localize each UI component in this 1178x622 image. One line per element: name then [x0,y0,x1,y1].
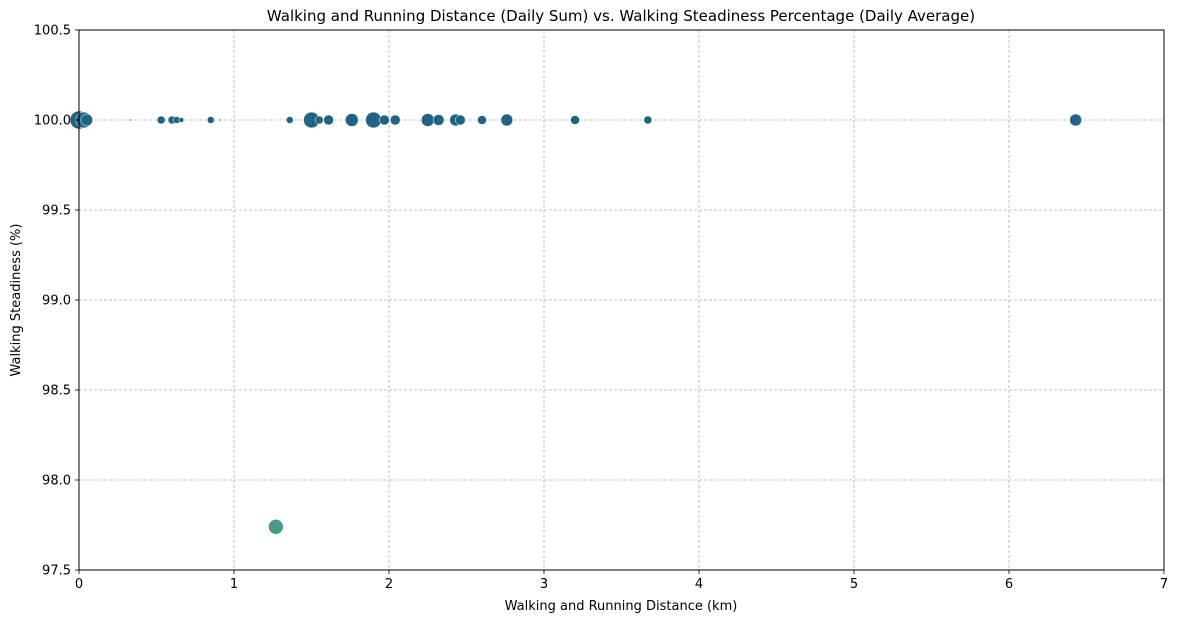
x-tick-label: 5 [850,577,858,592]
scatter-point [315,115,324,125]
scatter-point [80,113,93,127]
y-tick-label: 98.0 [42,474,71,489]
x-tick-label: 1 [230,577,238,592]
y-tick-label: 98.5 [42,384,71,399]
scatter-point [389,114,401,126]
y-tick-label: 100.5 [34,24,71,39]
chart-title: Walking and Running Distance (Daily Sum)… [267,7,975,25]
y-tick-label: 100.0 [34,114,71,129]
x-axis-label: Walking and Running Distance (km) [505,599,738,614]
scatter-point [218,118,222,122]
scatter-point [286,116,294,124]
y-axis-ticks: 97.5 98.0 98.5 99.0 99.5 100.0 100.5 [34,24,79,579]
scatter-point [421,113,435,127]
x-tick-label: 7 [1160,577,1168,592]
scatter-point [643,115,653,125]
y-tick-label: 99.5 [42,204,71,219]
x-axis-ticks: 0 1 2 3 4 5 6 7 [75,570,1168,592]
data-points [69,110,1082,535]
x-tick-label: 3 [540,577,548,592]
scatter-point [477,115,487,125]
scatter-point [128,118,132,122]
y-tick-label: 97.5 [42,564,71,579]
y-tick-label: 99.0 [42,294,71,309]
scatter-point [432,114,445,126]
scatter-point [268,519,284,535]
scatter-point [570,115,580,125]
scatter-point [345,113,359,127]
scatter-point [178,117,185,123]
x-tick-label: 0 [75,577,83,592]
scatter-point [207,116,215,124]
x-tick-label: 6 [1005,577,1013,592]
scatter-point [500,113,514,127]
scatter-point [455,114,466,126]
grid-lines [79,30,1164,570]
y-axis-label: Walking Steadiness (%) [9,224,24,377]
scatter-point [379,114,390,126]
scatter-point [1069,113,1082,127]
x-tick-label: 4 [695,577,703,592]
scatter-point [156,115,166,125]
x-tick-label: 2 [385,577,393,592]
scatter-point [323,114,334,126]
